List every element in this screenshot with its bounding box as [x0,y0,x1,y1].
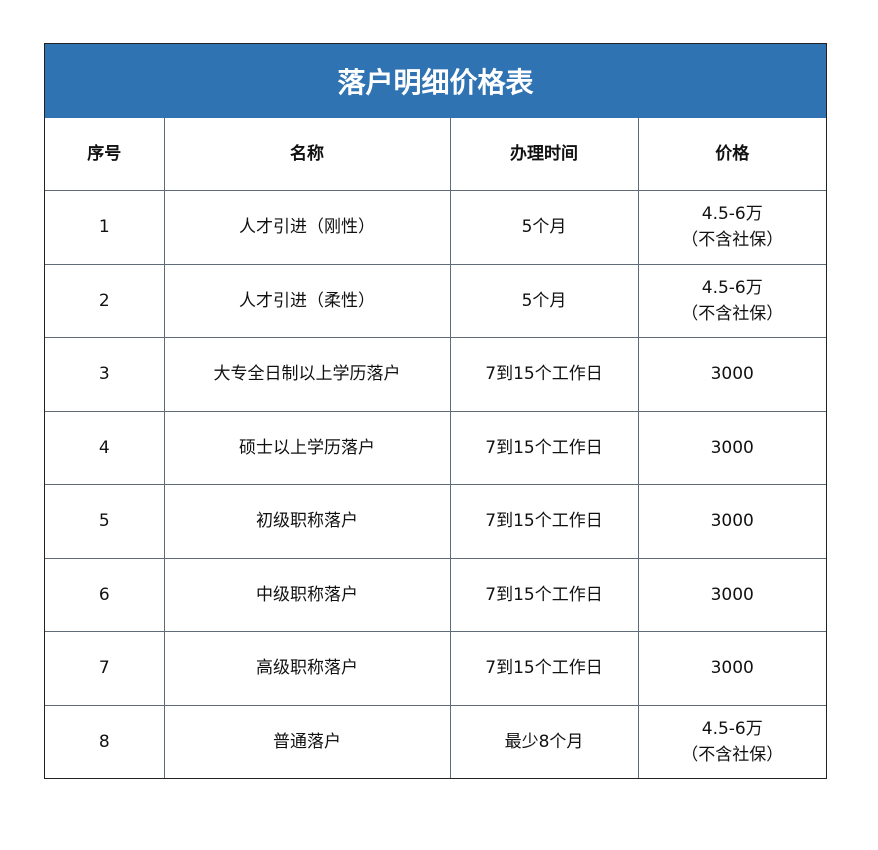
cell-time: 7到15个工作日 [449,631,639,706]
cell-name: 普通落户 [163,704,451,778]
cell-price: 3000 [637,631,826,706]
cell-no: 7 [45,631,165,706]
price-value: 4.5-6万 [701,204,763,225]
cell-no: 2 [45,263,165,338]
table-row: 5 初级职称落户 7到15个工作日 3000 [45,484,826,559]
cell-no: 1 [45,190,165,265]
cell-name: 大专全日制以上学历落户 [163,337,451,412]
cell-no: 6 [45,557,165,632]
price-note: （不含社保） [681,303,784,324]
header-no: 序号 [45,118,165,191]
table-title: 落户明细价格表 [45,44,826,118]
cell-time: 7到15个工作日 [449,410,639,485]
cell-name: 人才引进（柔性） [163,263,451,338]
cell-no: 8 [45,704,165,778]
price-value: 3000 [710,511,754,532]
table-row: 4 硕士以上学历落户 7到15个工作日 3000 [45,410,826,485]
table-row: 8 普通落户 最少8个月 4.5-6万 （不含社保） [45,704,826,778]
table-row: 1 人才引进（刚性） 5个月 4.5-6万 （不含社保） [45,190,826,265]
cell-name: 人才引进（刚性） [163,190,451,265]
cell-price: 3000 [637,337,826,412]
price-table: 落户明细价格表 序号 名称 办理时间 价格 1 人才引进（刚性） 5个月 4.5-6万… [44,43,827,779]
price-value: 4.5-6万 [701,277,763,298]
cell-name: 高级职称落户 [163,631,451,706]
cell-name: 初级职称落户 [163,484,451,559]
cell-time: 7到15个工作日 [449,484,639,559]
cell-name: 硕士以上学历落户 [163,410,451,485]
cell-price: 4.5-6万 （不含社保） [637,704,826,778]
header-name: 名称 [163,118,451,191]
price-value: 3000 [710,658,754,679]
table-row: 7 高级职称落户 7到15个工作日 3000 [45,631,826,706]
cell-time: 5个月 [449,190,639,265]
cell-time: 7到15个工作日 [449,337,639,412]
cell-time: 最少8个月 [449,704,639,778]
cell-price: 3000 [637,410,826,485]
table-row: 2 人才引进（柔性） 5个月 4.5-6万 （不含社保） [45,263,826,338]
price-value: 3000 [710,364,754,385]
header-time: 办理时间 [449,118,639,191]
price-value: 3000 [710,437,754,458]
table-row: 3 大专全日制以上学历落户 7到15个工作日 3000 [45,337,826,412]
price-note: （不含社保） [681,230,784,251]
cell-no: 3 [45,337,165,412]
price-value: 3000 [710,584,754,605]
header-row: 序号 名称 办理时间 价格 [45,118,826,191]
price-value: 4.5-6万 [701,718,763,739]
cell-price: 3000 [637,484,826,559]
table-row: 6 中级职称落户 7到15个工作日 3000 [45,557,826,632]
header-price: 价格 [637,118,826,191]
cell-price: 4.5-6万 （不含社保） [637,190,826,265]
cell-price: 4.5-6万 （不含社保） [637,263,826,338]
cell-name: 中级职称落户 [163,557,451,632]
price-note: （不含社保） [681,744,784,765]
cell-price: 3000 [637,557,826,632]
cell-no: 5 [45,484,165,559]
cell-time: 5个月 [449,263,639,338]
cell-no: 4 [45,410,165,485]
cell-time: 7到15个工作日 [449,557,639,632]
